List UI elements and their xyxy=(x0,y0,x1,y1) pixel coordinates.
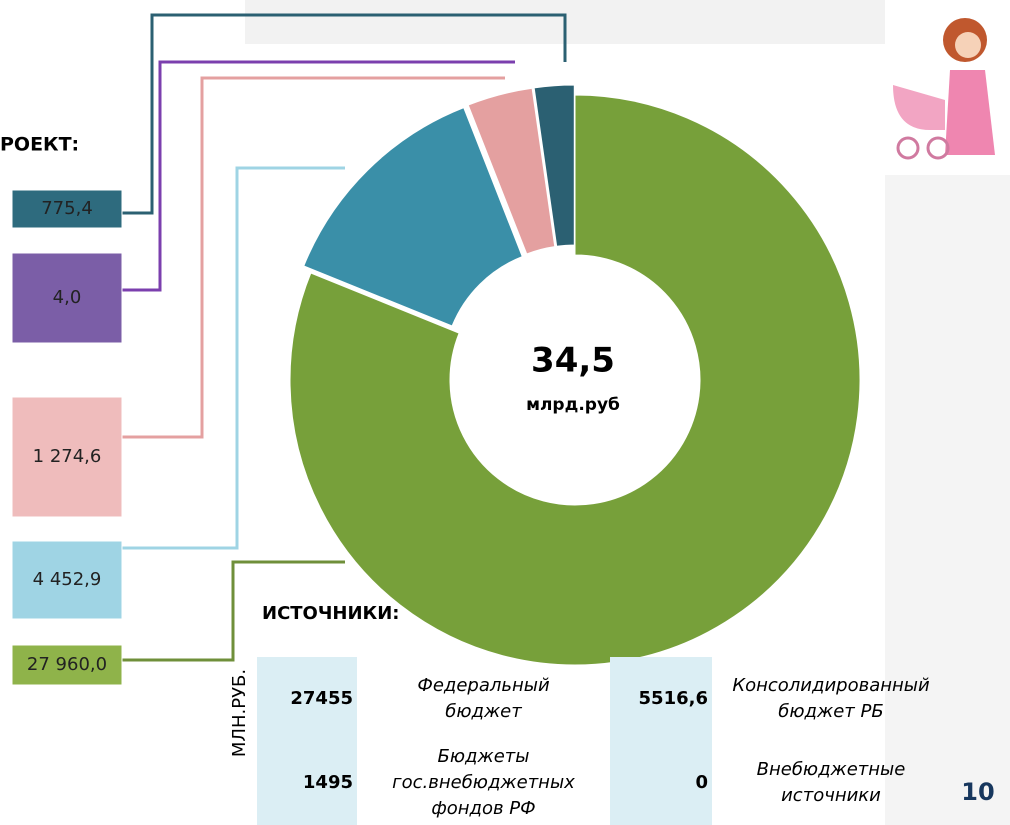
source-amount: 0 xyxy=(610,740,712,825)
source-name: Бюджеты гос.внебюджетных фондов РФ xyxy=(357,740,610,825)
value-label: 4 452,9 xyxy=(33,569,102,590)
illustration xyxy=(886,10,1008,170)
source-name: Внебюджетные источники xyxy=(712,740,950,825)
source-name: Федеральный бюджет xyxy=(357,657,610,740)
source-amount: 5516,6 xyxy=(610,657,712,740)
value-label: 4,0 xyxy=(53,287,82,308)
center-sublabel: млрд.руб xyxy=(526,395,620,415)
heading: РОЕКТ: xyxy=(0,134,79,156)
unit-label: МЛН.РУБ. xyxy=(229,669,250,757)
sources-title: ИСТОЧНИКИ: xyxy=(262,603,400,624)
value-label: 1 274,6 xyxy=(33,446,102,467)
source-name: Консолидированный бюджет РБ xyxy=(712,657,950,740)
value-label: 775,4 xyxy=(41,198,93,219)
slide: РОЕКТ: 34,5 млрд.руб ИСТОЧНИКИ: МЛН.РУБ.… xyxy=(0,0,1010,825)
value-label: 27 960,0 xyxy=(27,654,107,675)
page-number: 10 xyxy=(961,778,994,806)
center-label: 34,5 xyxy=(531,341,615,381)
source-amount: 1495 xyxy=(257,740,357,825)
source-amount: 27455 xyxy=(257,657,357,740)
